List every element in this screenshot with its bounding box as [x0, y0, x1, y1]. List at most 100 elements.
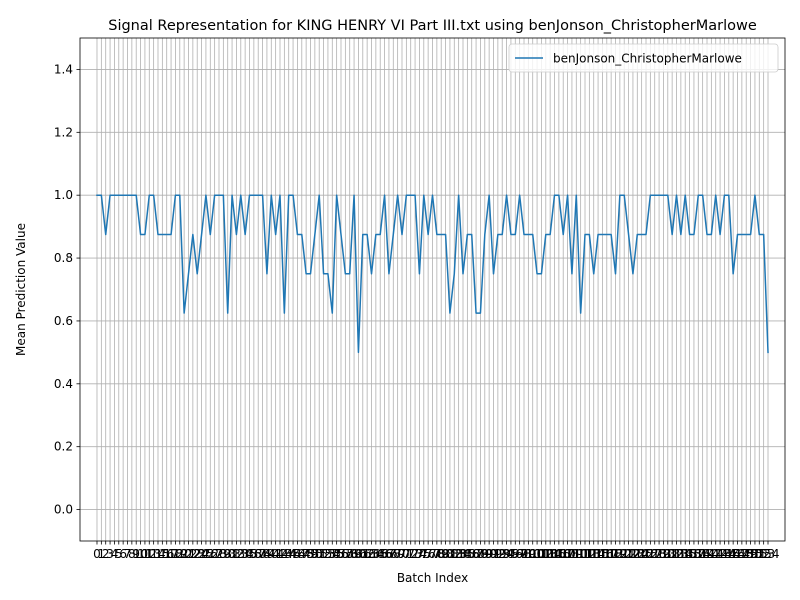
x-tick-label: 92 [490, 547, 505, 561]
x-tick-label: 151 [743, 547, 766, 561]
x-tick-label: 79 [434, 547, 449, 561]
x-tick-label: 65 [373, 547, 388, 561]
x-tick-label: 99 [521, 547, 536, 561]
x-tick-label: 120 [608, 547, 631, 561]
x-tick-label: 124 [626, 547, 649, 561]
x-tick-label: 98 [516, 547, 531, 561]
x-tick-label: 51 [312, 547, 327, 561]
x-tick-label: 33 [233, 547, 248, 561]
series-line [96, 194, 769, 354]
x-tick-label: 132 [661, 547, 684, 561]
x-tick-label: 93 [495, 547, 510, 561]
x-tick-label: 83 [451, 547, 466, 561]
x-tick-label: 40 [264, 547, 279, 561]
x-tick-label: 21 [181, 547, 196, 561]
x-tick-label: 104 [539, 547, 562, 561]
x-tick-label: 103 [534, 547, 557, 561]
x-tick-label: 116 [591, 547, 614, 561]
x-tick-label: 129 [648, 547, 671, 561]
x-tick-label: 108 [556, 547, 579, 561]
y-tick-label: 1.0 [54, 188, 73, 202]
x-tick-label: 143 [709, 547, 732, 561]
x-tick-label: 23 [190, 547, 205, 561]
chart-title: Signal Representation for KING HENRY VI … [108, 18, 757, 34]
x-tick-label: 82 [447, 547, 462, 561]
y-tick-label: 0.4 [54, 377, 73, 391]
x-tick-label: 123 [621, 547, 644, 561]
x-tick-label: 100 [521, 547, 544, 561]
x-tick-label: 134 [669, 547, 692, 561]
x-tick-label: 66 [377, 547, 392, 561]
y-tick-label: 0.0 [54, 503, 73, 517]
x-tick-label: 148 [730, 547, 753, 561]
x-tick-label: 60 [351, 547, 366, 561]
x-tick-label: 53 [320, 547, 335, 561]
x-tick-label: 126 [635, 547, 658, 561]
x-tick-label: 49 [303, 547, 318, 561]
x-tick-label: 76 [421, 547, 436, 561]
x-tick-label: 48 [298, 547, 313, 561]
x-tick-label: 37 [251, 547, 266, 561]
legend-box [508, 43, 779, 73]
x-tick-label: 117 [595, 547, 618, 561]
x-tick-label: 73 [407, 547, 422, 561]
x-tick-label: 97 [512, 547, 527, 561]
x-tick-label: 128 [643, 547, 666, 561]
x-tick-label: 112 [574, 547, 597, 561]
x-tick-label: 39 [259, 547, 274, 561]
x-tick-label: 78 [429, 547, 444, 561]
x-tick-label: 113 [578, 547, 601, 561]
x-tick-label: 90 [482, 547, 497, 561]
x-tick-label: 86 [464, 547, 479, 561]
x-tick-label: 22 [185, 547, 200, 561]
x-axis-ticks: 0123456789101112131415161718192021222324… [93, 541, 779, 561]
x-tick-label: 122 [617, 547, 640, 561]
x-tick-label: 140 [696, 547, 719, 561]
x-tick-label: 62 [360, 547, 375, 561]
x-tick-label: 144 [713, 547, 736, 561]
x-tick-label: 153 [752, 547, 775, 561]
x-tick-label: 7 [124, 547, 132, 561]
x-tick-label: 42 [272, 547, 287, 561]
x-tick-label: 25 [198, 547, 213, 561]
y-tick-label: 1.2 [54, 125, 73, 139]
x-tick-label: 15 [155, 547, 170, 561]
x-tick-label: 141 [700, 547, 723, 561]
x-tick-label: 38 [255, 547, 270, 561]
x-tick-label: 13 [146, 547, 161, 561]
x-tick-label: 149 [735, 547, 758, 561]
x-tick-label: 94 [499, 547, 514, 561]
x-tick-label: 135 [674, 547, 697, 561]
x-tick-label: 77 [425, 547, 440, 561]
x-tick-label: 31 [224, 547, 239, 561]
x-tick-label: 32 [229, 547, 244, 561]
x-tick-label: 18 [168, 547, 183, 561]
x-tick-label: 125 [630, 547, 653, 561]
x-tick-label: 14 [150, 547, 165, 561]
x-tick-label: 68 [386, 547, 401, 561]
x-tick-label: 139 [691, 547, 714, 561]
x-tick-label: 114 [582, 547, 605, 561]
x-tick-label: 87 [468, 547, 483, 561]
x-tick-label: 146 [722, 547, 745, 561]
x-tick-label: 130 [652, 547, 675, 561]
x-tick-label: 36 [246, 547, 261, 561]
x-tick-label: 58 [342, 547, 357, 561]
x-tick-label: 118 [600, 547, 623, 561]
x-tick-label: 1 [98, 547, 106, 561]
x-tick-label: 61 [355, 547, 370, 561]
x-grid-lines [96, 38, 769, 541]
y-tick-label: 0.6 [54, 314, 73, 328]
y-tick-label: 0.8 [54, 251, 73, 265]
x-tick-label: 150 [739, 547, 762, 561]
x-tick-label: 115 [587, 547, 610, 561]
x-tick-label: 0 [93, 547, 101, 561]
x-tick-label: 11 [137, 547, 152, 561]
x-tick-label: 81 [442, 547, 457, 561]
x-tick-label: 105 [543, 547, 566, 561]
x-tick-label: 16 [159, 547, 174, 561]
x-axis-label: Batch Index [397, 571, 468, 585]
x-tick-label: 34 [237, 547, 252, 561]
y-tick-label: 1.4 [54, 62, 73, 76]
